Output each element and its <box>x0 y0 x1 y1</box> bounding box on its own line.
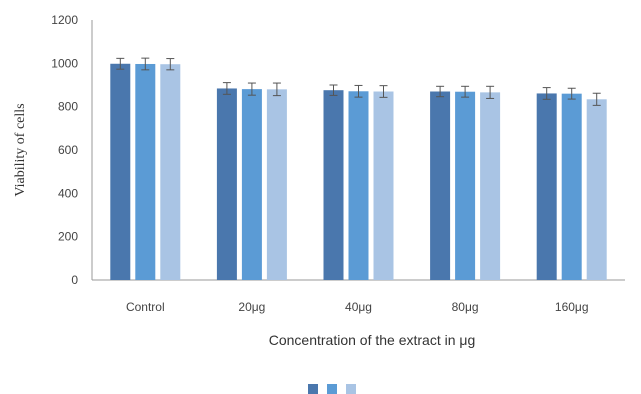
y-tick-label: 1200 <box>51 13 78 27</box>
y-tick-label: 400 <box>58 186 78 200</box>
y-tick-label: 600 <box>58 143 78 157</box>
legend-swatch <box>346 384 356 394</box>
y-axis-title: Viability of cells <box>13 103 28 196</box>
y-tick-label: 800 <box>58 100 78 114</box>
y-tick-label: 1000 <box>51 56 78 70</box>
bar <box>373 91 394 280</box>
bar <box>586 99 607 280</box>
bar <box>323 90 344 280</box>
bar <box>241 89 262 280</box>
legend-swatch <box>308 384 318 394</box>
bar <box>536 93 557 280</box>
x-axis-title: Concentration of the extract in μg <box>269 332 476 348</box>
x-tick-label: 40μg <box>345 300 372 314</box>
bar <box>348 91 369 281</box>
bar <box>266 89 287 280</box>
legend <box>308 384 356 394</box>
bar <box>110 63 131 281</box>
bar <box>216 88 237 280</box>
y-tick-label: 0 <box>71 273 78 287</box>
x-tick-labels: Control 20μg 40μg 80μg 160μg <box>126 300 589 314</box>
bar <box>135 63 156 280</box>
error-bars <box>116 57 601 106</box>
bar <box>480 92 501 280</box>
y-tick-label: 200 <box>58 230 78 244</box>
x-tick-label: 20μg <box>238 300 265 314</box>
bar <box>561 93 582 281</box>
x-tick-label: 160μg <box>555 300 589 314</box>
bars <box>110 63 607 281</box>
x-tick-label: 80μg <box>452 300 479 314</box>
x-tick-label: Control <box>126 300 165 314</box>
bar <box>430 91 451 280</box>
y-tick-labels: 0 200 400 600 800 1000 1200 <box>51 13 78 287</box>
bar <box>160 64 181 280</box>
legend-swatch <box>327 384 337 394</box>
bar <box>455 91 476 280</box>
